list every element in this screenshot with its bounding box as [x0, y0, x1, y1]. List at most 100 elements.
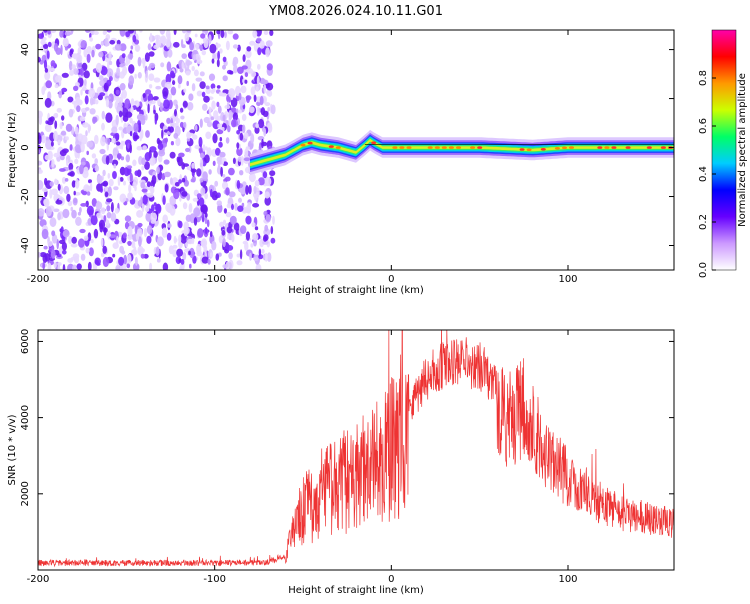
- noise-speckle: [270, 237, 276, 244]
- noise-speckle: [258, 144, 262, 151]
- noise-speckle: [74, 158, 79, 164]
- noise-speckle: [248, 106, 255, 114]
- noise-speckle: [264, 224, 269, 232]
- noise-speckle: [115, 264, 120, 270]
- noise-speckle: [193, 69, 199, 77]
- noise-speckle: [94, 165, 100, 172]
- top-y-tick-label: 20: [20, 92, 31, 105]
- noise-speckle: [173, 132, 179, 139]
- noise-speckle: [222, 56, 227, 63]
- noise-speckle: [205, 226, 208, 235]
- noise-speckle: [96, 212, 102, 219]
- noise-speckle: [243, 157, 251, 162]
- noise-speckle: [160, 62, 165, 68]
- noise-speckle: [220, 92, 227, 97]
- noise-speckle: [195, 43, 200, 50]
- noise-speckle: [253, 94, 257, 103]
- top-y-tick-label: 40: [20, 43, 31, 56]
- noise-speckle: [130, 98, 135, 107]
- noise-speckle: [115, 141, 121, 146]
- top-y-tick-label: 0: [20, 144, 31, 150]
- noise-speckle: [120, 140, 124, 150]
- noise-speckle: [137, 199, 143, 207]
- top-x-axis-label: Height of straight line (km): [288, 285, 424, 296]
- noise-speckle: [124, 215, 132, 222]
- noise-speckle: [43, 43, 49, 50]
- noise-speckle: [81, 190, 88, 196]
- noise-speckle: [104, 191, 109, 198]
- noise-speckle: [257, 63, 261, 70]
- noise-speckle: [222, 114, 226, 122]
- noise-speckle: [210, 89, 215, 94]
- noise-speckle: [157, 98, 161, 106]
- noise-speckle: [154, 34, 161, 41]
- noise-speckle: [140, 253, 145, 259]
- frequency-trace: [250, 129, 674, 175]
- noise-speckle: [68, 108, 74, 118]
- noise-speckle: [51, 230, 56, 237]
- noise-speckle: [103, 215, 107, 223]
- noise-speckle: [254, 195, 257, 201]
- noise-speckle: [89, 108, 96, 115]
- noise-speckle: [142, 194, 148, 205]
- noise-speckle: [186, 30, 192, 33]
- noise-speckle: [121, 250, 126, 255]
- noise-speckle: [206, 219, 210, 228]
- noise-speckle: [137, 56, 142, 67]
- noise-speckle: [227, 124, 231, 133]
- colorbar-tick-label: 0.4: [698, 166, 709, 182]
- noise-speckle: [228, 109, 233, 121]
- noise-speckle: [228, 191, 236, 198]
- noise-speckle: [57, 262, 62, 266]
- noise-speckle: [67, 200, 73, 207]
- noise-speckle: [120, 156, 125, 161]
- noise-speckle: [85, 107, 90, 111]
- noise-speckle: [212, 52, 216, 60]
- noise-speckle: [38, 135, 42, 145]
- noise-speckle: [50, 67, 55, 72]
- noise-speckle: [163, 99, 170, 109]
- noise-speckle: [60, 130, 67, 136]
- noise-speckle: [111, 159, 119, 167]
- noise-speckle: [216, 129, 224, 135]
- trace-peak-dot: [660, 146, 666, 149]
- noise-speckle: [202, 144, 206, 152]
- noise-speckle: [172, 244, 178, 249]
- noise-speckle: [155, 85, 162, 90]
- noise-speckle: [244, 72, 249, 78]
- bottom-y-tick-label: 6000: [20, 329, 31, 354]
- noise-speckle: [134, 224, 138, 235]
- noise-speckle: [140, 181, 146, 189]
- noise-speckle: [66, 159, 69, 167]
- noise-speckle: [42, 254, 48, 263]
- noise-speckle: [94, 257, 101, 266]
- noise-speckle: [57, 183, 61, 191]
- noise-speckle: [83, 235, 89, 241]
- noise-speckle: [238, 197, 242, 203]
- noise-speckle: [219, 221, 225, 228]
- noise-speckle: [100, 252, 105, 258]
- noise-speckle: [61, 148, 69, 154]
- noise-speckle: [85, 247, 90, 254]
- noise-speckle: [215, 147, 221, 156]
- noise-speckle: [100, 40, 104, 46]
- noise-speckle: [202, 103, 208, 111]
- noise-speckle: [129, 117, 133, 124]
- top-x-tick-label: 0: [388, 274, 394, 285]
- noise-speckle: [209, 43, 217, 54]
- bottom-y-ticks: 2000 4000 6000: [20, 329, 674, 507]
- noise-speckle: [102, 256, 109, 268]
- noise-speckle: [71, 209, 77, 219]
- noise-speckle: [199, 71, 205, 77]
- noise-speckle: [47, 41, 52, 48]
- noise-speckle: [112, 171, 117, 179]
- noise-speckle: [95, 201, 103, 210]
- noise-speckle: [225, 40, 230, 51]
- noise-speckle: [216, 192, 221, 198]
- noise-speckle: [223, 208, 227, 214]
- noise-speckle: [254, 180, 260, 187]
- noise-speckle: [72, 253, 80, 260]
- noise-speckle: [134, 185, 137, 192]
- noise-speckle: [94, 158, 98, 165]
- noise-speckle: [114, 132, 120, 140]
